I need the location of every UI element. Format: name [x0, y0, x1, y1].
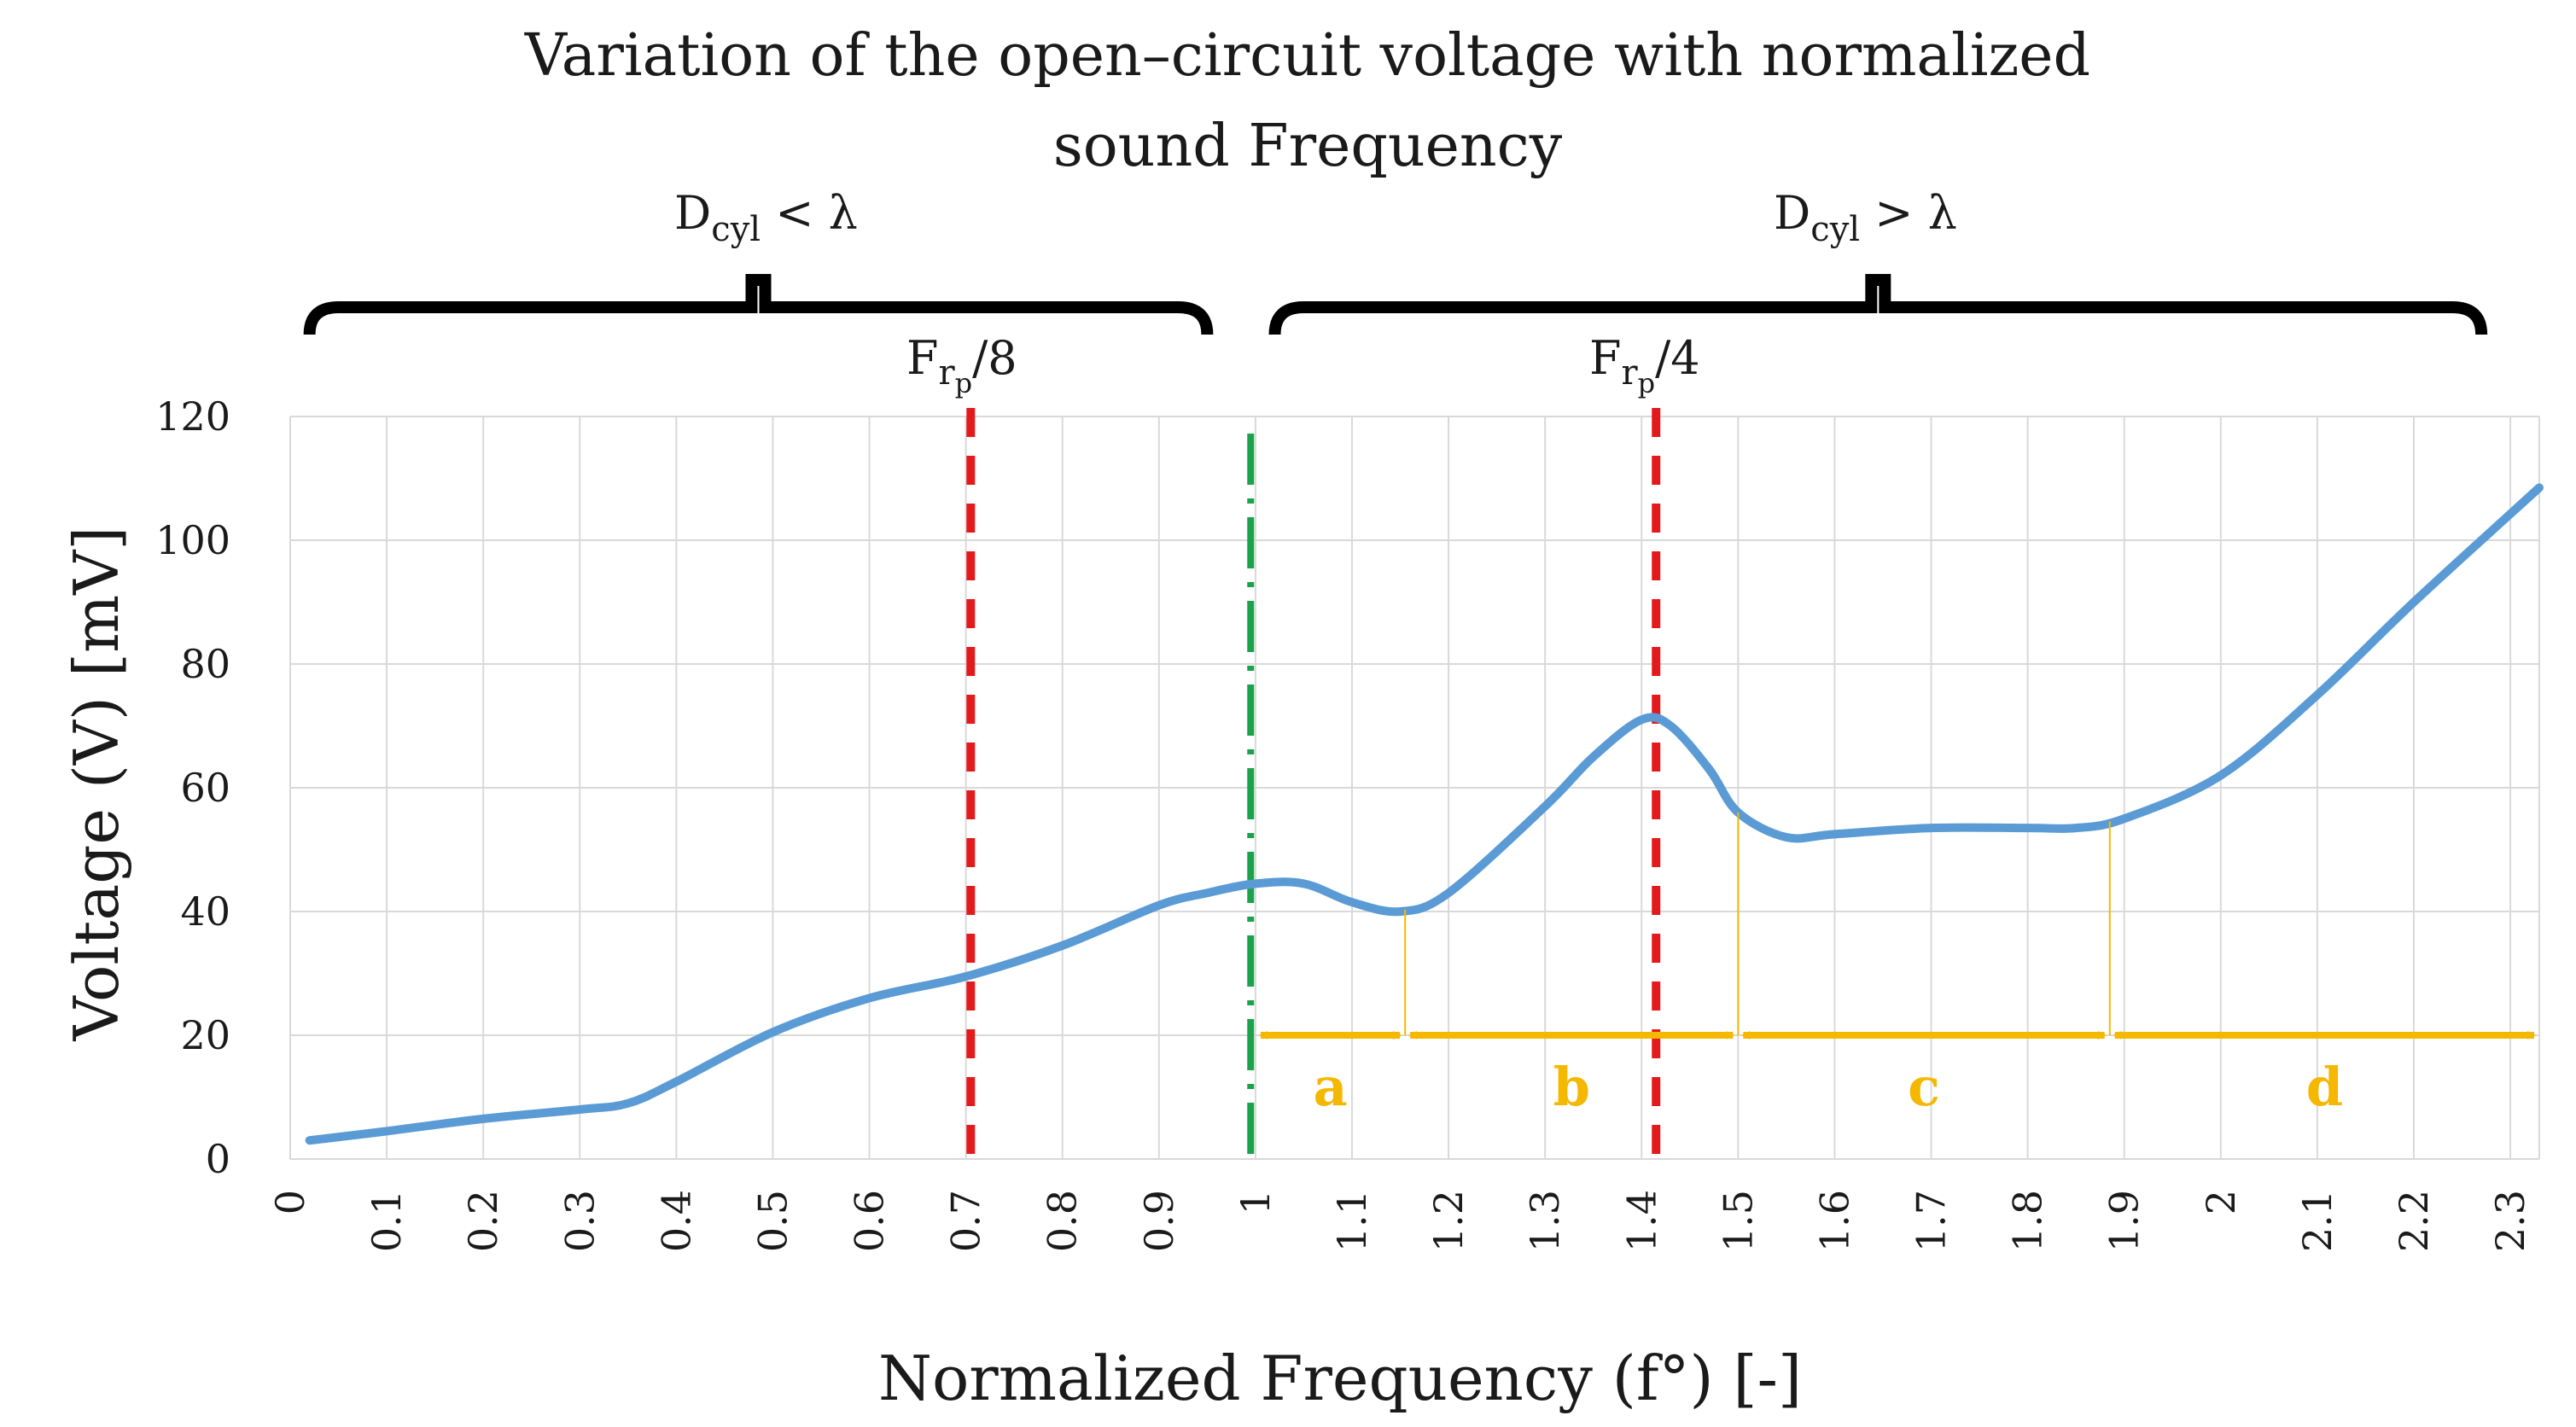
region-label-a: a: [1313, 1056, 1347, 1118]
y-axis-label: Voltage (V) [mV]: [61, 527, 132, 1042]
bracket-right: [1268, 274, 2488, 335]
x-tick-label: 2.2: [2391, 1190, 2437, 1252]
label-frp-8-subsub: p: [955, 367, 972, 399]
x-tick-label: 0.8: [1040, 1190, 1086, 1252]
label-frp-4-main: F: [1589, 331, 1621, 385]
x-axis-label: Normalized Frequency (f°) [-]: [878, 1343, 1802, 1414]
x-tick-label: 1.7: [1909, 1190, 1955, 1252]
y-tick-label: 100: [155, 517, 230, 563]
x-tick-labels: 0 0.1 0.2 0.3 0.4 0.5 0.6 0.7 0.8 0.9 1 1.1 1.2 1.3 1.…: [267, 1190, 2533, 1252]
label-frp-8-sub: r: [938, 353, 955, 393]
region-label-b: b: [1553, 1056, 1590, 1118]
bracket-path: [1268, 274, 2488, 335]
y-tick-label: 20: [180, 1012, 230, 1058]
label-frp-4-subsub: p: [1638, 367, 1655, 399]
y-tick-label: 120: [155, 393, 230, 440]
y-tick-label: 40: [180, 888, 230, 935]
label-dcyl-greater-rel: > λ: [1860, 186, 1957, 240]
chart-title-line-2: sound Frequency: [1053, 113, 1563, 180]
region-label-c: c: [1908, 1056, 1940, 1118]
region-label-d: d: [2306, 1056, 2343, 1118]
x-tick-label: 0: [267, 1190, 313, 1214]
label-frp-8: Frp/8: [906, 331, 1017, 399]
label-dcyl-greater-main: D: [1774, 186, 1810, 240]
label-frp-4: Frp/4: [1589, 331, 1700, 399]
x-tick-label: 0.3: [557, 1190, 603, 1252]
y-tick-label: 0: [206, 1136, 230, 1182]
label-dcyl-less-main: D: [674, 186, 711, 240]
label-dcyl-greater-sub: cyl: [1810, 210, 1860, 249]
label-dcyl-less-lambda: Dcyl < λ: [674, 186, 858, 249]
label-frp-8-tail: /8: [972, 331, 1017, 385]
x-tick-label: 1.1: [1329, 1190, 1375, 1252]
x-tick-label: 1.4: [1618, 1190, 1664, 1252]
x-tick-label: 2.1: [2294, 1190, 2340, 1252]
x-tick-label: 1.8: [2005, 1190, 2051, 1252]
label-dcyl-greater-lambda: Dcyl > λ: [1774, 186, 1957, 249]
label-frp-8-main: F: [906, 331, 938, 385]
series-lines: [305, 483, 2544, 1145]
x-tick-label: 0.5: [749, 1190, 796, 1252]
x-tick-label: 1.2: [1425, 1190, 1472, 1252]
label-dcyl-less-sub: cyl: [711, 210, 761, 249]
x-tick-label: 2.3: [2487, 1190, 2533, 1252]
region-arrows: a b c d: [1258, 813, 2536, 1118]
y-tick-labels: 0 20 40 60 80 100 120: [155, 393, 230, 1182]
chart-title-line-1: Variation of the open–circuit voltage wi…: [524, 22, 2090, 90]
x-tick-label: 2: [2198, 1190, 2244, 1214]
x-tick-label: 0.4: [653, 1190, 699, 1252]
label-frp-4-tail: /4: [1655, 331, 1700, 385]
x-tick-label: 0.6: [847, 1190, 893, 1252]
bracket-path: [303, 274, 1214, 335]
series-line-voltage: [305, 483, 2544, 1145]
x-tick-label: 1.6: [1811, 1190, 1857, 1252]
x-tick-label: 1.9: [2101, 1190, 2148, 1252]
x-tick-label: 1.5: [1715, 1190, 1761, 1252]
x-tick-label: 0.7: [943, 1190, 989, 1252]
x-tick-label: 0.1: [364, 1190, 410, 1252]
y-tick-label: 80: [180, 641, 230, 687]
x-tick-label: 1: [1233, 1190, 1279, 1214]
bracket-left: [303, 274, 1214, 335]
label-frp-4-sub: r: [1621, 353, 1638, 393]
x-tick-label: 0.2: [460, 1190, 506, 1252]
x-tick-label: 0.9: [1136, 1190, 1182, 1252]
y-tick-label: 60: [180, 765, 230, 811]
x-tick-label: 1.3: [1522, 1190, 1568, 1252]
label-dcyl-less-rel: < λ: [761, 186, 858, 240]
reference-lines: [966, 408, 1661, 1164]
